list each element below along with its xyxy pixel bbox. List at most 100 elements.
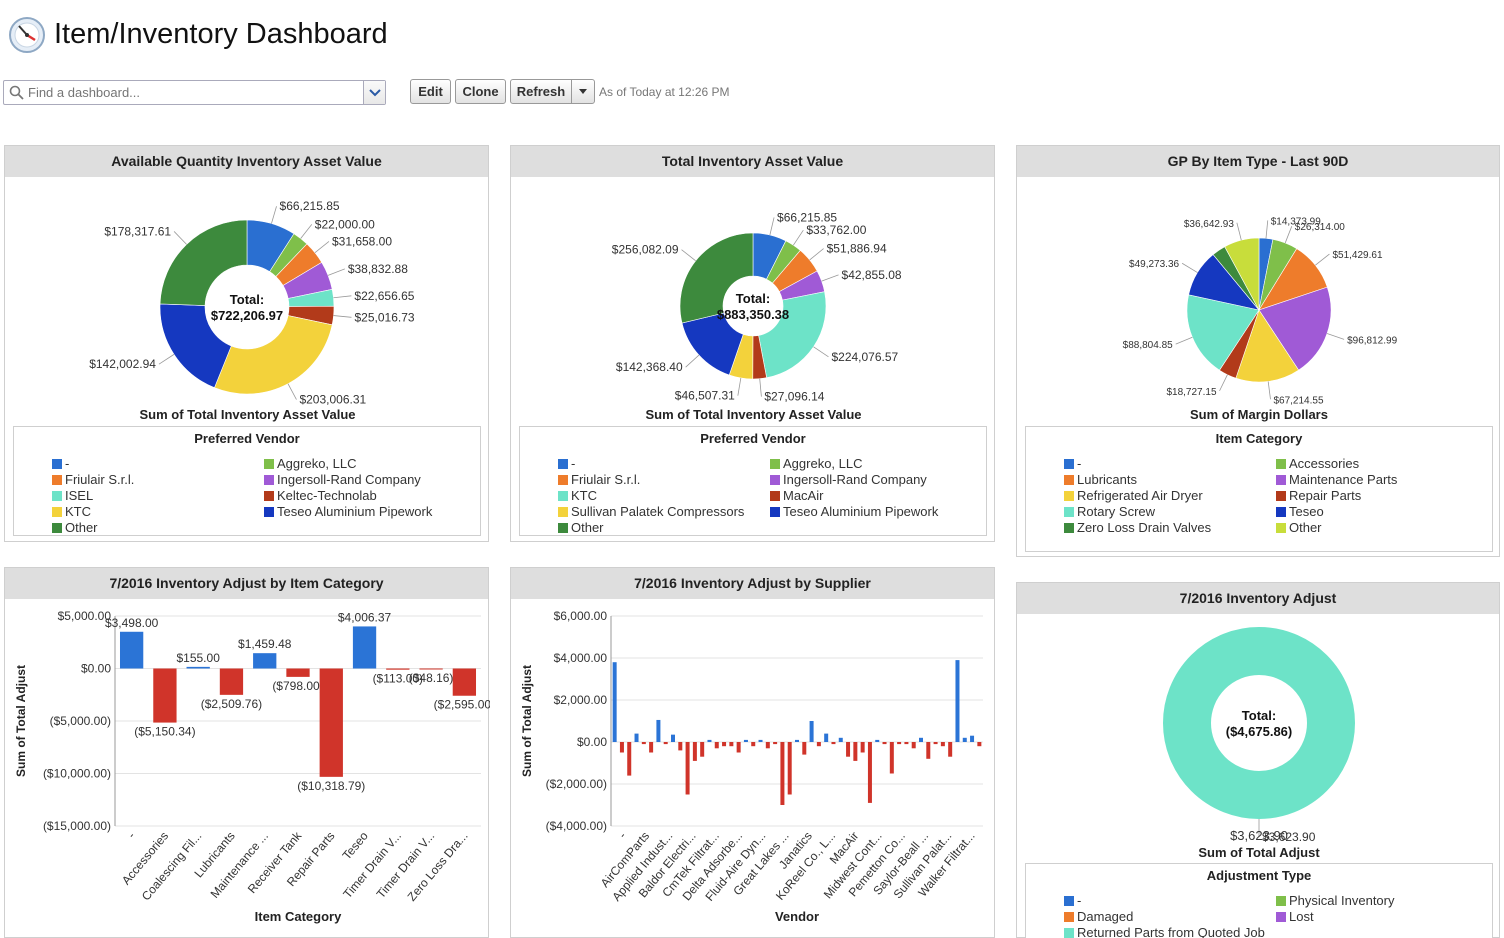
- bar[interactable]: [627, 742, 632, 776]
- bar[interactable]: [612, 662, 617, 742]
- bar[interactable]: [186, 666, 210, 669]
- pie-leader-line: [158, 354, 175, 365]
- bar[interactable]: [780, 742, 785, 805]
- bar[interactable]: [671, 734, 675, 742]
- bar[interactable]: [722, 742, 727, 747]
- clone-button[interactable]: Clone: [455, 79, 506, 104]
- bar[interactable]: [386, 668, 410, 670]
- bar[interactable]: [743, 739, 748, 742]
- bar[interactable]: [319, 668, 343, 777]
- pie-slice[interactable]: [159, 219, 248, 306]
- search-input[interactable]: [28, 83, 358, 102]
- legend-label: Other: [1289, 520, 1322, 535]
- bar[interactable]: [153, 668, 177, 723]
- bar[interactable]: [352, 626, 377, 669]
- bar[interactable]: [802, 742, 807, 755]
- bar[interactable]: [897, 742, 902, 745]
- pie-slice-label: $22,000.00: [315, 217, 375, 231]
- pie-slice[interactable]: [214, 315, 333, 395]
- bar[interactable]: [875, 739, 880, 742]
- legend-swatch: [1064, 507, 1074, 517]
- bar[interactable]: [933, 742, 938, 745]
- bar[interactable]: [853, 742, 858, 761]
- bar[interactable]: [656, 719, 661, 742]
- bar[interactable]: [286, 668, 310, 677]
- bar[interactable]: [962, 737, 967, 742]
- bar[interactable]: [452, 668, 477, 696]
- bar[interactable]: [773, 742, 778, 745]
- bar[interactable]: [663, 742, 668, 745]
- bar[interactable]: [619, 742, 624, 753]
- pie-slice-label: $31,658.00: [332, 234, 392, 248]
- bar[interactable]: [685, 742, 690, 795]
- legend-label: Aggreko, LLC: [783, 456, 863, 471]
- y-axis-label: Sum of Total Adjust: [14, 665, 28, 777]
- pie-slice[interactable]: [1235, 309, 1300, 383]
- bar[interactable]: [634, 733, 639, 742]
- bar[interactable]: [889, 742, 894, 774]
- bar-value-label: ($798.00): [272, 679, 323, 693]
- bar[interactable]: [751, 742, 756, 747]
- bar[interactable]: [919, 737, 923, 742]
- legend-swatch: [52, 459, 62, 469]
- bar[interactable]: [692, 742, 697, 761]
- bar[interactable]: [955, 660, 960, 742]
- bar[interactable]: [948, 742, 953, 757]
- bar[interactable]: [649, 742, 654, 753]
- legend-swatch: [264, 459, 274, 469]
- search-dropdown-button[interactable]: [363, 81, 385, 104]
- bar[interactable]: [824, 733, 829, 742]
- legend-item: Damaged: [1064, 909, 1133, 925]
- bar[interactable]: [707, 739, 712, 742]
- legend-item: Aggreko, LLC: [770, 456, 863, 472]
- bar[interactable]: [419, 668, 443, 670]
- pie-slice-label: $14,373.99: [1271, 216, 1321, 227]
- bar[interactable]: [970, 735, 975, 742]
- edit-button[interactable]: Edit: [410, 79, 451, 104]
- refresh-options-button[interactable]: [571, 79, 595, 104]
- bar[interactable]: [809, 721, 814, 742]
- bar[interactable]: [882, 742, 887, 745]
- legend-swatch: [1064, 491, 1074, 501]
- bar[interactable]: [765, 742, 770, 749]
- bar[interactable]: [736, 742, 741, 753]
- bar[interactable]: [867, 742, 872, 803]
- bar[interactable]: [846, 742, 851, 757]
- bar[interactable]: [911, 742, 916, 749]
- pie-slice-label: $178,317.61: [104, 224, 171, 238]
- pie-leader-line: [333, 295, 352, 299]
- bar[interactable]: [700, 742, 705, 757]
- bar[interactable]: [940, 742, 945, 747]
- bar[interactable]: [816, 742, 821, 747]
- legend-label: Teseo Aluminium Pipework: [783, 504, 939, 519]
- legend-label: Zero Loss Drain Valves: [1077, 520, 1212, 535]
- bar[interactable]: [831, 742, 836, 745]
- bar[interactable]: [641, 742, 646, 745]
- refresh-button[interactable]: Refresh: [510, 79, 572, 104]
- pie-slice[interactable]: [1163, 627, 1355, 819]
- pie-slice[interactable]: [1186, 294, 1260, 371]
- bar[interactable]: [729, 742, 734, 747]
- legend-title: Item Category: [1215, 431, 1303, 446]
- bar[interactable]: [977, 742, 982, 747]
- dashboard-search[interactable]: [3, 80, 386, 105]
- panel-title: 7/2016 Inventory Adjust by Supplier: [511, 568, 994, 599]
- pie-slice[interactable]: [758, 291, 827, 379]
- bar[interactable]: [678, 742, 683, 751]
- pie-leader-line: [821, 274, 839, 282]
- bar[interactable]: [926, 742, 931, 759]
- pie-slice-label: $3,623.90: [1262, 830, 1316, 844]
- bar[interactable]: [838, 737, 843, 742]
- bar[interactable]: [714, 742, 719, 749]
- bar[interactable]: [787, 742, 792, 795]
- bar[interactable]: [253, 653, 277, 669]
- bar[interactable]: [795, 739, 799, 742]
- bar[interactable]: [119, 631, 144, 669]
- bar[interactable]: [904, 742, 909, 745]
- bar[interactable]: [860, 742, 865, 753]
- legend-label: Teseo: [1289, 504, 1324, 519]
- pie-slice[interactable]: [679, 232, 754, 324]
- pie-slice[interactable]: [1224, 237, 1260, 311]
- bar[interactable]: [758, 739, 763, 742]
- bar[interactable]: [219, 668, 244, 695]
